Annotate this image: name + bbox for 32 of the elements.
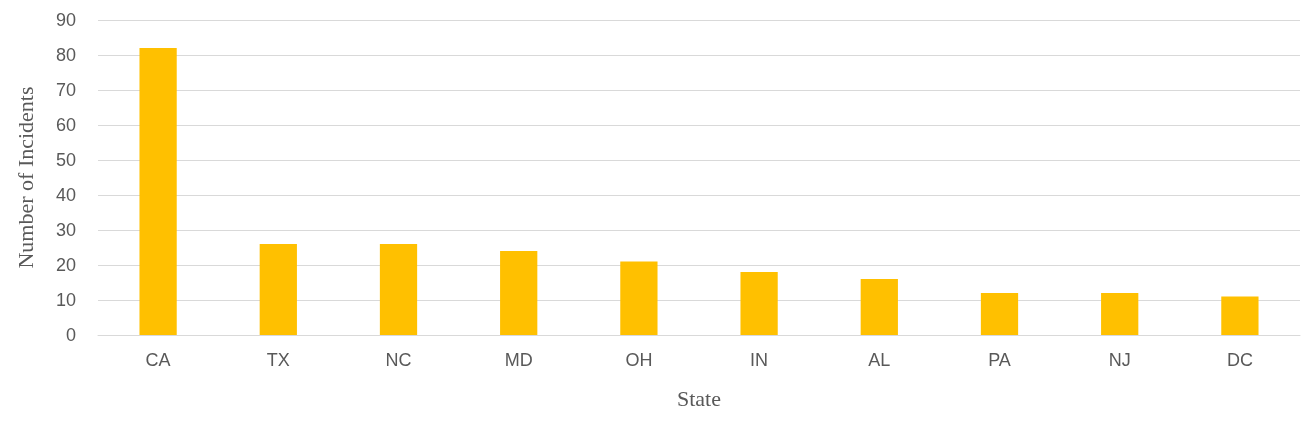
bar	[1221, 296, 1259, 335]
bar	[259, 244, 297, 335]
bar	[379, 244, 418, 335]
x-tick-label: TX	[266, 350, 290, 370]
x-tick-label: DC	[1226, 350, 1253, 370]
y-tick-label: 60	[55, 115, 76, 135]
y-tick-label: 70	[55, 80, 76, 100]
bar	[1101, 293, 1139, 335]
x-tick-label: IN	[750, 350, 769, 370]
y-tick-label: 30	[55, 220, 76, 240]
x-tick-label: PA	[988, 350, 1011, 370]
x-tick-label: AL	[868, 350, 891, 370]
y-tick-label: 10	[55, 290, 76, 310]
bar	[139, 48, 177, 335]
y-tick-label: 40	[55, 185, 76, 205]
bar	[860, 279, 898, 335]
bar	[980, 293, 1019, 335]
bar	[500, 251, 538, 335]
x-tick-label: NJ	[1108, 350, 1131, 370]
x-tick-label: CA	[145, 350, 171, 370]
x-axis-title: State	[677, 385, 721, 411]
y-tick-label: 0	[65, 325, 76, 345]
x-tick-label: MD	[504, 350, 533, 370]
bar	[620, 261, 658, 335]
y-tick-label: 20	[55, 255, 76, 275]
y-tick-label: 50	[55, 150, 76, 170]
y-tick-label: 80	[55, 45, 76, 65]
bar	[740, 272, 778, 335]
x-tick-label: OH	[625, 350, 653, 370]
x-tick-label: NC	[385, 350, 412, 370]
y-tick-label: 90	[55, 10, 76, 30]
y-axis-title: Number of Incidents	[12, 86, 38, 269]
